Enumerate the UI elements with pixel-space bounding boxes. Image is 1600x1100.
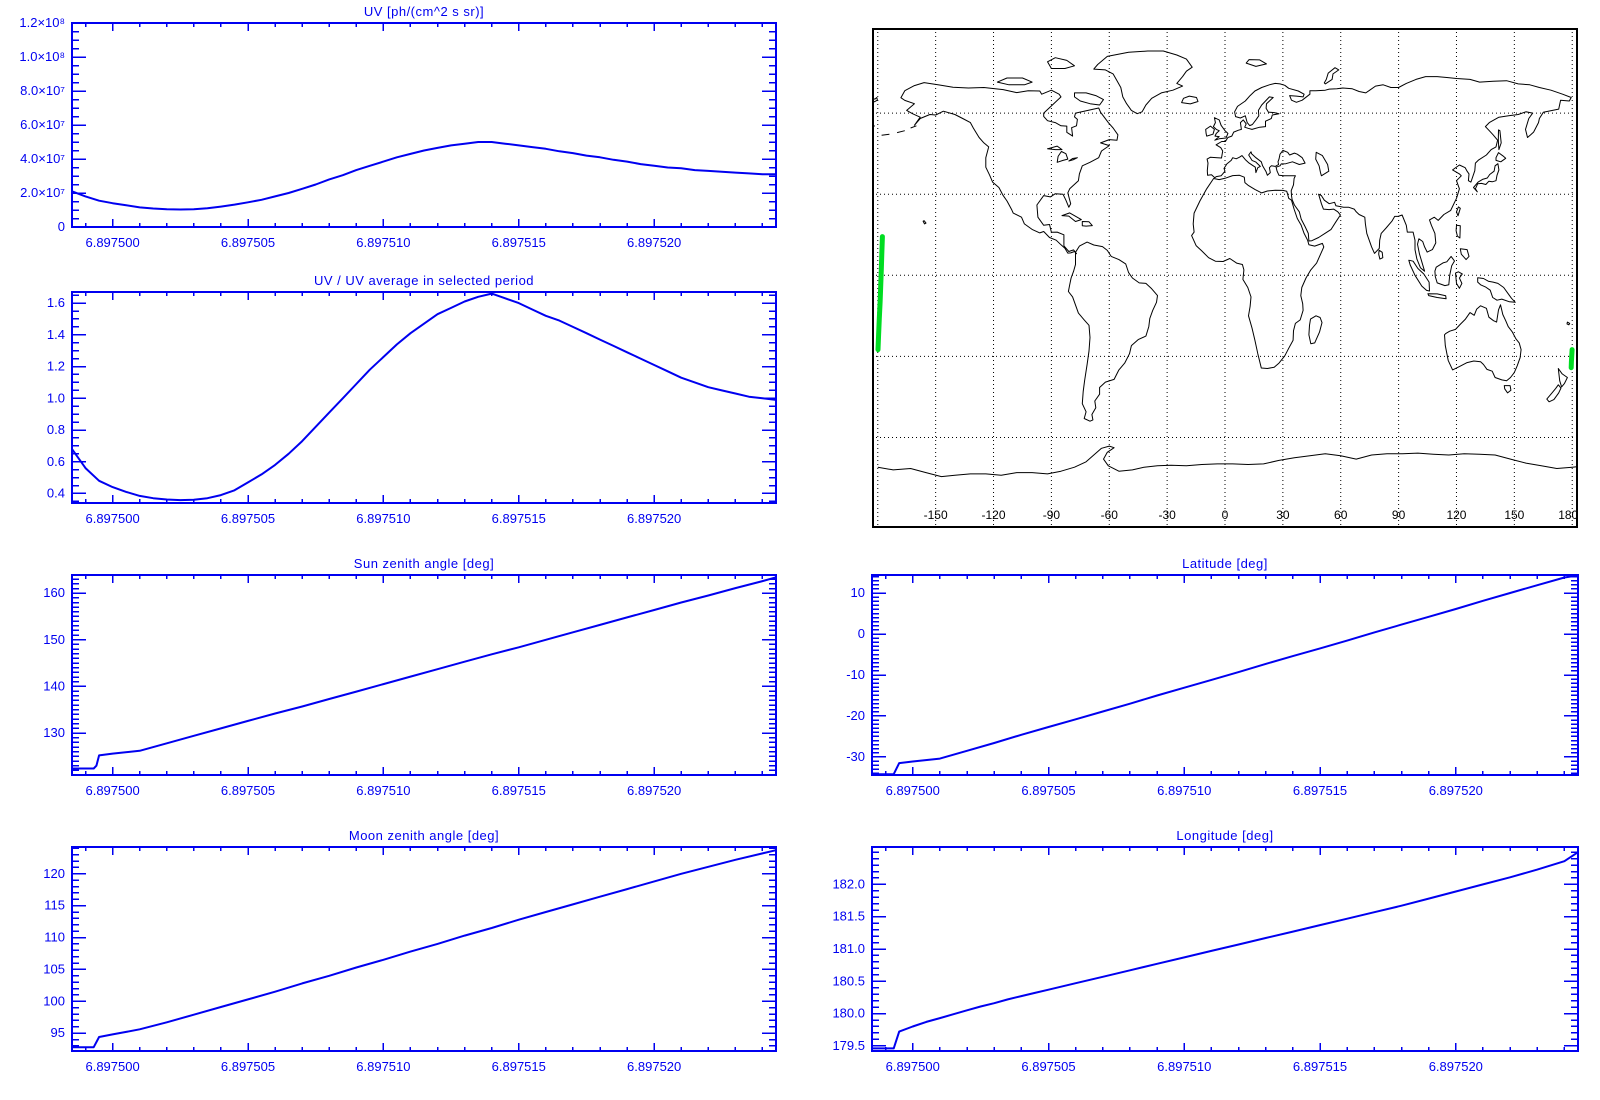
svg-text:6.897515: 6.897515 [492, 783, 546, 798]
svg-text:6.897500: 6.897500 [85, 235, 139, 250]
svg-text:6.897500: 6.897500 [85, 783, 139, 798]
svg-text:4.0×10⁷: 4.0×10⁷ [20, 151, 65, 166]
svg-text:115: 115 [44, 898, 65, 913]
svg-text:120: 120 [1446, 508, 1466, 522]
svg-text:1.2: 1.2 [47, 359, 65, 374]
svg-text:180: 180 [1558, 508, 1578, 522]
longitude-chart: 6.897500 6.897505 6.897510 6.897515 6.897520… [832, 846, 1579, 1074]
svg-text:6.897515: 6.897515 [492, 1059, 546, 1074]
svg-text:2.0×10⁷: 2.0×10⁷ [20, 185, 65, 200]
svg-text:6.897500: 6.897500 [85, 1059, 139, 1074]
svg-text:95: 95 [51, 1025, 65, 1040]
svg-text:182.0: 182.0 [832, 876, 865, 891]
svg-text:181.0: 181.0 [832, 941, 865, 956]
svg-text:140: 140 [43, 678, 65, 693]
uv-chart-title: UV [ph/(cm^2 s sr)] [363, 4, 485, 19]
svg-text:6.897500: 6.897500 [85, 511, 139, 526]
svg-text:1.6: 1.6 [47, 295, 65, 310]
svg-text:0.4: 0.4 [47, 485, 65, 500]
svg-text:6.897505: 6.897505 [221, 1059, 275, 1074]
svg-text:0.6: 0.6 [47, 454, 65, 469]
svg-text:6.897515: 6.897515 [492, 511, 546, 526]
svg-text:180.5: 180.5 [832, 973, 865, 988]
svg-text:90: 90 [1392, 508, 1406, 522]
moon-zenith-chart: 6.897500 6.897505 6.897510 6.897515 6.897520… [43, 846, 777, 1074]
svg-text:6.897515: 6.897515 [492, 235, 546, 250]
svg-text:-60: -60 [1101, 508, 1119, 522]
svg-text:1.4: 1.4 [47, 327, 65, 342]
svg-text:60: 60 [1334, 508, 1348, 522]
svg-text:6.897520: 6.897520 [627, 511, 681, 526]
latitude-chart-title: Latitude [deg] [1182, 556, 1268, 571]
svg-text:6.897505: 6.897505 [221, 511, 275, 526]
sun-zenith-chart: 6.897500 6.897505 6.897510 6.897515 6.897520… [43, 573, 777, 798]
svg-text:6.897500: 6.897500 [886, 783, 940, 798]
svg-text:-30: -30 [1158, 508, 1176, 522]
svg-text:6.0×10⁷: 6.0×10⁷ [20, 117, 65, 132]
svg-text:6.897505: 6.897505 [1021, 783, 1075, 798]
svg-text:6.897510: 6.897510 [356, 511, 410, 526]
uv-chart: 6.897500 6.897505 6.897510 6.897515 6.897520… [19, 15, 777, 250]
svg-text:6.897505: 6.897505 [1021, 1059, 1075, 1074]
moon-zenith-chart-title: Moon zenith angle [deg] [348, 828, 500, 843]
svg-text:6.897520: 6.897520 [1429, 783, 1483, 798]
svg-text:6.897520: 6.897520 [627, 783, 681, 798]
svg-text:6.897510: 6.897510 [356, 783, 410, 798]
svg-text:-20: -20 [846, 708, 865, 723]
svg-text:6.897510: 6.897510 [1157, 1059, 1211, 1074]
svg-text:6.897510: 6.897510 [356, 235, 410, 250]
uv-ratio-chart-title: UV / UV average in selected period [313, 273, 535, 288]
svg-text:0: 0 [858, 626, 865, 641]
longitude-chart-title: Longitude [deg] [1176, 828, 1274, 843]
svg-text:160: 160 [43, 585, 65, 600]
svg-text:8.0×10⁷: 8.0×10⁷ [20, 83, 65, 98]
svg-text:6.897505: 6.897505 [221, 783, 275, 798]
svg-text:6.897520: 6.897520 [1429, 1059, 1483, 1074]
svg-text:150: 150 [1504, 508, 1524, 522]
svg-text:6.897515: 6.897515 [1293, 783, 1347, 798]
svg-text:0.8: 0.8 [47, 422, 65, 437]
svg-text:6.897505: 6.897505 [221, 235, 275, 250]
sun-zenith-chart-title: Sun zenith angle [deg] [353, 556, 495, 571]
svg-text:-120: -120 [982, 508, 1006, 522]
svg-text:6.897510: 6.897510 [1157, 783, 1211, 798]
svg-text:30: 30 [1276, 508, 1290, 522]
svg-text:130: 130 [43, 725, 65, 740]
svg-text:6.897510: 6.897510 [356, 1059, 410, 1074]
svg-text:105: 105 [43, 961, 65, 976]
svg-text:-30: -30 [846, 749, 865, 764]
svg-text:1.2×10⁸: 1.2×10⁸ [19, 15, 65, 30]
svg-text:181.5: 181.5 [832, 909, 865, 924]
svg-text:1.0×10⁸: 1.0×10⁸ [19, 49, 65, 64]
latitude-chart: 6.897500 6.897505 6.897510 6.897515 6.897520… [846, 574, 1579, 798]
svg-text:179.5: 179.5 [832, 1038, 865, 1053]
svg-text:6.897520: 6.897520 [627, 235, 681, 250]
svg-text:0: 0 [1222, 508, 1229, 522]
uv-ratio-chart: 6.897500 6.897505 6.897510 6.897515 6.897520… [47, 291, 777, 526]
svg-text:-90: -90 [1043, 508, 1061, 522]
svg-text:0: 0 [58, 219, 65, 234]
world-map: -150 -120 -90 -60 -30 0 30 60 90 120 150 180 [872, 28, 1578, 528]
svg-text:6.897515: 6.897515 [1293, 1059, 1347, 1074]
svg-text:150: 150 [43, 632, 65, 647]
svg-text:6.897520: 6.897520 [627, 1059, 681, 1074]
svg-text:100: 100 [43, 993, 65, 1008]
svg-text:1.0: 1.0 [47, 390, 65, 405]
svg-text:10: 10 [851, 585, 865, 600]
svg-text:-10: -10 [846, 667, 865, 682]
svg-text:110: 110 [44, 930, 65, 945]
svg-text:6.897500: 6.897500 [886, 1059, 940, 1074]
svg-text:180.0: 180.0 [832, 1006, 865, 1021]
svg-text:-150: -150 [924, 508, 948, 522]
svg-text:120: 120 [43, 866, 65, 881]
